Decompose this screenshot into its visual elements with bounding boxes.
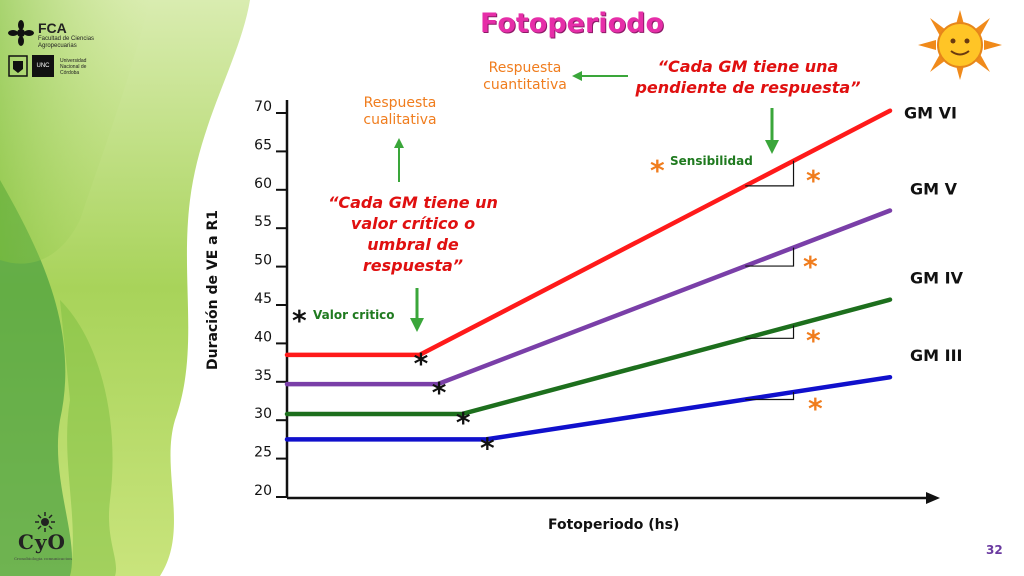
quote-umbral: “Cada GM tiene un valor crítico o umbral…	[328, 193, 498, 275]
series-label: GM VI	[904, 104, 957, 123]
star-valor-critico: *	[292, 304, 307, 337]
quote-pendiente: “Cada GM tiene una pendiente de respuest…	[635, 57, 861, 97]
star-slope-gm-iii: *	[808, 392, 823, 425]
y-tick-label: 35	[254, 368, 272, 384]
y-ticks: 20 25 30 35 40 45 50 55 60 65 70	[254, 99, 288, 499]
fca-name: FCA	[38, 20, 67, 36]
critical-stars: ****	[414, 347, 495, 464]
y-tick-label: 45	[254, 291, 272, 307]
sensibilidad-label: Sensibilidad	[670, 154, 753, 168]
arrow-head-cuantitativa	[572, 71, 582, 81]
cyo-logo: CyO Cronobiologia comunicacion	[14, 512, 74, 568]
arrow-head-cualitativa	[394, 138, 404, 148]
y-tick-label: 70	[254, 99, 272, 115]
star-slope-gm-vi: *	[806, 164, 821, 197]
unc-box: UNC	[32, 55, 54, 77]
slope-mark	[745, 325, 795, 339]
y-tick-label: 20	[254, 483, 272, 499]
chart-axes	[285, 100, 940, 504]
arrow-head-pendiente	[765, 140, 779, 154]
unc-logo: UNC Universidad Nacional de Córdoba	[8, 55, 98, 83]
slope-marks	[745, 160, 795, 401]
sun-icon	[918, 10, 1002, 80]
cyo-tagline: Cronobiologia comunicacion	[14, 556, 72, 561]
fca-logo: FCA Facultad de Ciencias Agropecuarias	[8, 20, 98, 50]
slope-mark	[745, 392, 795, 401]
series-line	[284, 208, 893, 387]
series-line	[284, 374, 893, 442]
y-tick-label: 55	[254, 214, 272, 230]
critical-point-star: *	[456, 406, 471, 439]
page-number: 32	[986, 543, 1003, 557]
y-tick-label: 65	[254, 137, 272, 153]
valor-critico-label: Valor critico	[313, 308, 395, 322]
fca-subtitle: Facultad de Ciencias Agropecuarias	[38, 36, 95, 49]
star-slope-gm-iv: *	[806, 324, 821, 357]
page-title: Fotoperiodo	[480, 8, 664, 39]
x-axis-label: Fotoperiodo (hs)	[548, 517, 680, 533]
y-axis-label: Duración de VE a R1	[205, 209, 221, 371]
arrow-head-umbral	[410, 318, 424, 332]
y-tick-label: 50	[254, 253, 272, 269]
x-axis-arrow	[926, 492, 940, 504]
fca-emblem-icon	[8, 20, 34, 46]
y-tick-label: 25	[254, 445, 272, 461]
series-line	[284, 108, 893, 358]
cyo-name: CyO	[18, 530, 66, 554]
y-tick-label: 60	[254, 176, 272, 192]
gm-labels: GM VI GM V GM IV GM III	[904, 104, 964, 365]
series-label: GM IV	[910, 269, 964, 288]
unc-crest-icon	[8, 55, 28, 77]
unc-subtitle: Universidad Nacional de Córdoba	[60, 58, 87, 76]
series-label: GM III	[910, 346, 962, 365]
decor-stars: * * * * * *	[292, 154, 823, 425]
y-tick-label: 30	[254, 406, 272, 422]
y-tick-label: 40	[254, 329, 272, 345]
star-sensibilidad: *	[650, 154, 665, 187]
annotation-arrows	[394, 71, 779, 332]
star-slope-gm-v: *	[803, 250, 818, 283]
slope-mark	[745, 247, 795, 267]
respuesta-cuantitativa-label: Respuesta cuantitativa	[483, 60, 567, 93]
critical-point-star: *	[480, 431, 495, 464]
cyo-sun-icon	[35, 512, 55, 532]
series-label: GM V	[910, 180, 958, 199]
critical-point-star: *	[414, 347, 429, 380]
respuesta-cualitativa-label: Respuesta cualitativa	[363, 95, 437, 128]
critical-point-star: *	[432, 376, 447, 409]
slope-mark	[745, 160, 795, 187]
